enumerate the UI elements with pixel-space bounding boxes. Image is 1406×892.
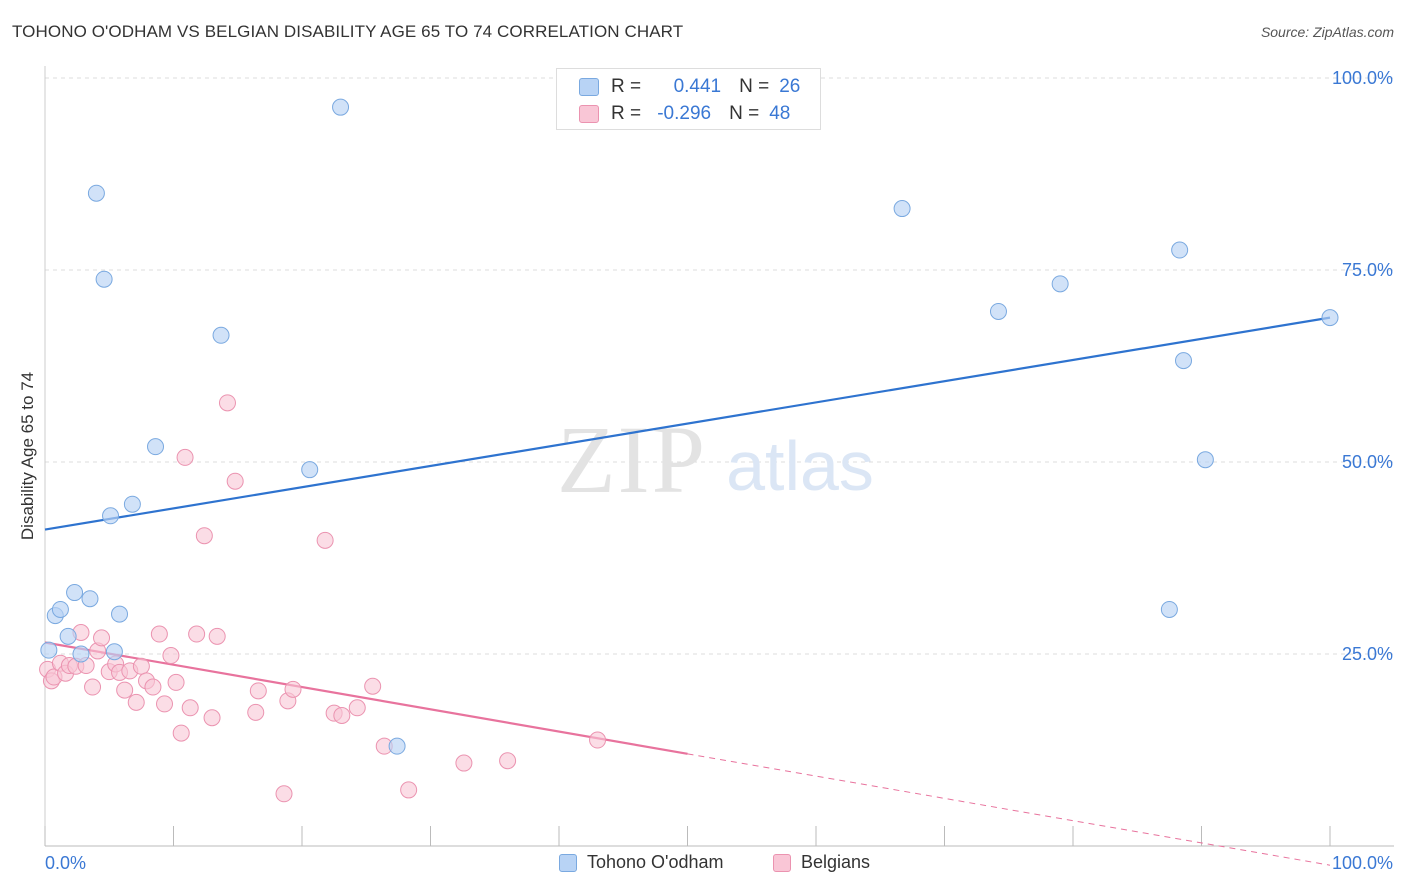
point-belgians — [400, 781, 418, 799]
y-tick-label: 50.0% — [1342, 452, 1393, 472]
trend-line-tohono — [44, 316, 1331, 531]
n-value: 26 — [779, 76, 801, 97]
point-tohono — [105, 643, 123, 661]
bottom-legend: Tohono O'odham Belgians — [0, 852, 1406, 878]
point-belgians — [144, 678, 162, 696]
point-belgians — [167, 673, 185, 691]
point-belgians — [116, 681, 134, 699]
point-belgians — [176, 448, 194, 466]
y-tick-label: 25.0% — [1342, 644, 1393, 664]
r-value: -0.296 — [657, 103, 712, 124]
y-tick-label: 100.0% — [1332, 68, 1393, 88]
point-tohono — [1321, 309, 1339, 327]
point-belgians — [188, 625, 206, 643]
point-belgians — [162, 647, 180, 665]
point-belgians — [172, 724, 190, 742]
point-belgians — [150, 625, 168, 643]
point-tohono — [147, 438, 165, 456]
point-belgians — [247, 703, 265, 721]
point-tohono — [59, 627, 77, 645]
x-tick-label: 100.0% — [1332, 853, 1393, 873]
legend-item-belgians[interactable]: Belgians — [773, 852, 870, 873]
point-belgians — [284, 680, 302, 698]
point-belgians — [348, 699, 366, 717]
point-belgians — [364, 677, 382, 695]
legend-swatch-belgians — [773, 853, 791, 872]
legend-label-belgians: Belgians — [801, 852, 871, 872]
chart-title: TOHONO O'ODHAM VS BELGIAN DISABILITY AGE… — [12, 22, 684, 41]
x-tick-label: 0.0% — [45, 853, 86, 873]
point-tohono — [81, 590, 99, 608]
point-tohono — [51, 600, 69, 618]
point-belgians — [218, 394, 236, 412]
r-label: R = — [611, 103, 642, 124]
point-belgians — [127, 693, 145, 711]
belgians-swatch — [579, 105, 599, 123]
stats-row-tohono: R = 0.441 N = 26 — [579, 75, 800, 99]
watermark-atlas: atlas — [726, 427, 874, 505]
point-tohono — [102, 507, 120, 525]
watermark-zip: ZIP — [557, 406, 707, 513]
point-tohono — [111, 605, 129, 623]
legend-item-tohono[interactable]: Tohono O'odham — [559, 852, 724, 873]
point-tohono — [72, 645, 90, 663]
legend-swatch-tohono — [559, 853, 577, 872]
source-label: Source: ZipAtlas.com — [1260, 24, 1394, 40]
point-belgians — [84, 678, 102, 696]
point-belgians — [249, 682, 267, 700]
point-tohono — [893, 200, 911, 218]
tohono-swatch — [579, 78, 599, 96]
point-tohono — [1171, 241, 1189, 259]
point-tohono — [1196, 451, 1214, 469]
point-tohono — [123, 495, 141, 513]
tick-labels: 25.0% 50.0% 75.0% 100.0% 0.0% 100.0% — [45, 68, 1393, 873]
point-belgians — [316, 531, 334, 549]
point-belgians — [499, 752, 517, 770]
point-belgians — [93, 629, 111, 647]
point-belgians — [132, 657, 150, 675]
n-value: 48 — [769, 103, 791, 124]
point-tohono — [87, 184, 105, 202]
trend-lines — [44, 316, 1331, 866]
trend-line-belgians — [44, 641, 688, 755]
r-value: 0.441 — [673, 76, 722, 97]
point-belgians — [333, 706, 351, 724]
legend-label-tohono: Tohono O'odham — [587, 852, 724, 872]
point-belgians — [208, 627, 226, 645]
point-tohono — [66, 584, 84, 602]
point-tohono — [212, 326, 230, 344]
point-tohono — [332, 98, 350, 116]
point-tohono — [1175, 352, 1193, 370]
point-belgians — [226, 472, 244, 490]
r-label: R = — [611, 76, 642, 97]
point-belgians — [181, 699, 199, 717]
y-axis-label: Disability Age 65 to 74 — [18, 372, 37, 540]
n-label: N = — [739, 76, 770, 97]
point-belgians — [275, 785, 293, 803]
point-tohono — [1160, 600, 1178, 618]
point-tohono — [388, 737, 406, 755]
point-tohono — [40, 641, 58, 659]
trend-line-belgians-extension — [687, 753, 1331, 866]
y-tick-label: 75.0% — [1342, 260, 1393, 280]
point-belgians — [203, 709, 221, 727]
watermark: ZIP atlas — [557, 406, 874, 513]
point-belgians — [589, 731, 607, 749]
point-belgians — [156, 695, 174, 713]
point-tohono — [989, 302, 1007, 320]
point-tohono — [301, 461, 319, 479]
stats-legend: R = 0.441 N = 26 R = -0.296 N = 48 — [556, 68, 821, 130]
grid-lines — [45, 77, 1394, 655]
n-label: N = — [729, 103, 760, 124]
point-belgians — [455, 754, 473, 772]
stats-row-belgians: R = -0.296 N = 48 — [579, 102, 790, 126]
axes — [44, 66, 1394, 847]
point-tohono — [95, 270, 113, 288]
point-belgians — [195, 527, 213, 545]
data-points — [39, 98, 1339, 803]
point-tohono — [1051, 275, 1069, 293]
